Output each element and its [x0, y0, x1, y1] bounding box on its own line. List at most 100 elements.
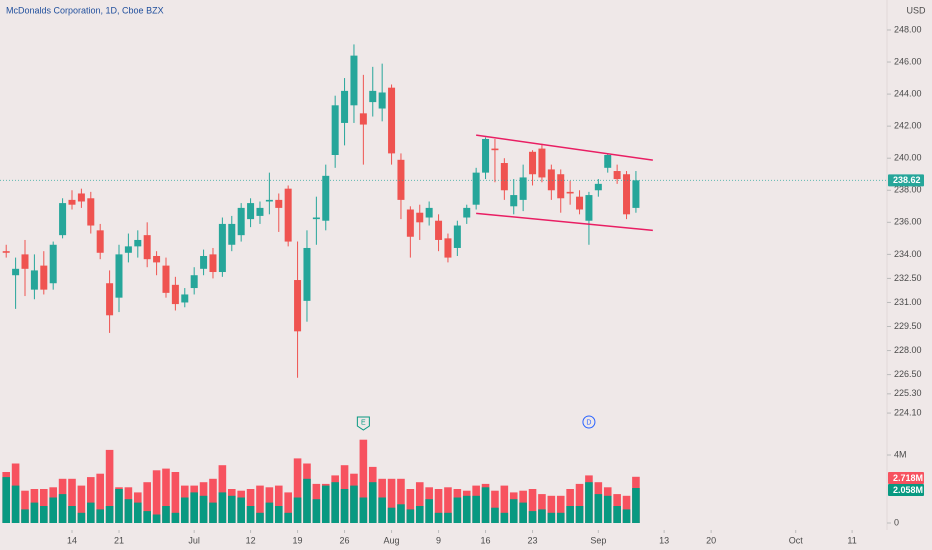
y-tick-label: 228.00: [894, 345, 922, 355]
volume-label-box: [888, 484, 924, 496]
volume-bar: [30, 502, 39, 523]
y-tick-label: 242.00: [894, 121, 922, 131]
candle-body: [529, 151, 537, 175]
volume-bar: [321, 485, 330, 523]
candle-body: [341, 90, 349, 123]
y-tick-label: 234.00: [894, 249, 922, 259]
candle-body: [491, 148, 499, 151]
candle-body: [256, 207, 264, 216]
volume-bar: [68, 478, 76, 523]
candle-body: [435, 220, 443, 240]
candle-body: [594, 183, 602, 191]
volume-bar: [594, 494, 603, 523]
x-tick-label: 13: [659, 535, 669, 545]
volume-bar: [556, 512, 565, 523]
volume-bar: [632, 488, 640, 523]
candle-body: [21, 254, 29, 269]
candle-body: [444, 238, 452, 258]
volume-bar: [190, 492, 198, 523]
candle-body: [200, 255, 208, 269]
candle-body: [416, 212, 424, 223]
volume-bar: [86, 502, 95, 523]
candle-body: [265, 199, 273, 202]
volume-bar: [575, 506, 584, 523]
trend-line: [476, 134, 653, 161]
volume-bar: [162, 468, 170, 523]
volume-bar: [171, 512, 180, 523]
y-tick-label: 236.00: [894, 217, 922, 227]
volume-bar: [378, 497, 386, 523]
volume-bar: [359, 439, 368, 523]
volume-bar: [509, 499, 518, 523]
volume-bar: [58, 494, 67, 523]
volume-bar: [397, 478, 405, 523]
volume-bar: [613, 506, 621, 523]
volume-label: 2.058M: [893, 485, 923, 495]
candle-body: [303, 247, 311, 301]
volume-bar: [425, 499, 433, 523]
candle-body: [87, 198, 95, 226]
volume-bar: [21, 490, 29, 523]
volume-bar: [68, 506, 76, 523]
volume-bar: [180, 497, 189, 523]
volume-bar: [491, 490, 499, 523]
volume-bar: [227, 495, 236, 523]
candle-body: [472, 172, 480, 205]
candle-body: [519, 177, 527, 200]
candle-body: [115, 254, 123, 298]
candle-body: [482, 138, 490, 173]
x-tick-label: Aug: [384, 535, 400, 545]
volume-bar: [86, 477, 95, 523]
volume-bar: [359, 497, 368, 523]
volume-bar: [528, 489, 537, 523]
volume-bar: [453, 497, 462, 523]
candle-body: [510, 195, 518, 207]
x-tick-label: Sep: [590, 535, 606, 545]
candle-body: [12, 268, 20, 276]
x-tick-label: 20: [706, 535, 716, 545]
candle-body: [585, 195, 593, 221]
candle-body: [538, 148, 546, 178]
candle-body: [40, 265, 48, 290]
volume-bar: [293, 497, 302, 523]
event-badge: [356, 416, 370, 431]
candle-body: [613, 171, 621, 180]
volume-bar: [133, 502, 142, 523]
volume-bar: [444, 487, 452, 523]
volume-bar: [162, 506, 170, 523]
volume-bar: [124, 499, 133, 523]
candle-body: [397, 159, 405, 200]
candle-body: [68, 199, 76, 205]
volume-bar: [406, 509, 415, 523]
volume-bar: [199, 495, 208, 523]
volume-bar: [256, 485, 264, 523]
candle-body: [134, 239, 142, 247]
volume-bar: [284, 492, 292, 523]
candle-body: [190, 275, 198, 289]
candle-body: [294, 280, 302, 332]
candle-body: [59, 203, 67, 236]
candle-body: [228, 223, 236, 245]
y-tick-label: 0: [894, 517, 899, 527]
candle-body: [218, 223, 226, 273]
volume-bar: [538, 494, 546, 523]
candle-body: [237, 207, 245, 236]
volume-bar: [387, 507, 396, 523]
x-tick-label: 19: [293, 535, 303, 545]
y-tick-label: 225.30: [894, 388, 922, 398]
trend-line: [476, 212, 653, 232]
volume-bar: [331, 482, 339, 523]
candle-body: [369, 90, 377, 103]
volume-bar: [397, 504, 405, 523]
candle-body: [632, 180, 640, 208]
volume-bar: [274, 506, 283, 523]
volume-bar: [538, 509, 546, 523]
volume-bar: [500, 485, 509, 523]
volume-bar: [96, 473, 104, 523]
volume-bar: [246, 506, 255, 523]
volume-bar: [209, 478, 217, 523]
candle-body: [77, 193, 85, 202]
event-badge: [582, 415, 596, 429]
candle-body: [124, 246, 132, 253]
volume-bar: [603, 495, 612, 523]
